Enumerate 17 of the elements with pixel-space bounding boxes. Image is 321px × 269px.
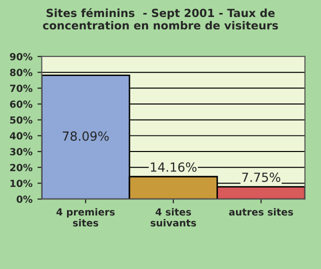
y-tick-label: 80%	[10, 68, 32, 76]
data-label: 78.09%	[62, 131, 109, 141]
x-tick-label: 4 premiers sites	[56, 208, 115, 226]
x-tick-label: 4 sites suivants	[150, 208, 196, 226]
y-tick-label: 40%	[10, 132, 32, 140]
y-tick-label: 0%	[16, 196, 32, 203]
y-tick-label: 30%	[10, 148, 32, 156]
data-label: 14.16%	[150, 162, 196, 172]
y-tick-label: 10%	[10, 180, 32, 188]
y-tick-label: 60%	[10, 100, 32, 108]
x-tick-label: autres sites	[229, 208, 294, 216]
y-tick-label: 20%	[10, 164, 32, 172]
y-tick-label: 50%	[10, 116, 32, 124]
y-tick-label: 70%	[10, 84, 32, 92]
y-tick-label: 90%	[10, 52, 32, 60]
data-label: 7.75%	[242, 172, 280, 182]
chart-title: Sites féminins - Sept 2001 - Taux de concentration en nombre de visiteurs	[43, 8, 278, 30]
